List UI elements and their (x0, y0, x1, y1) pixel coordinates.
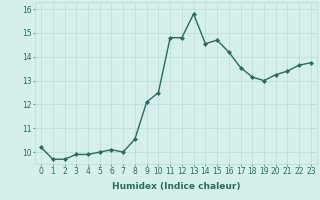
X-axis label: Humidex (Indice chaleur): Humidex (Indice chaleur) (112, 182, 240, 191)
